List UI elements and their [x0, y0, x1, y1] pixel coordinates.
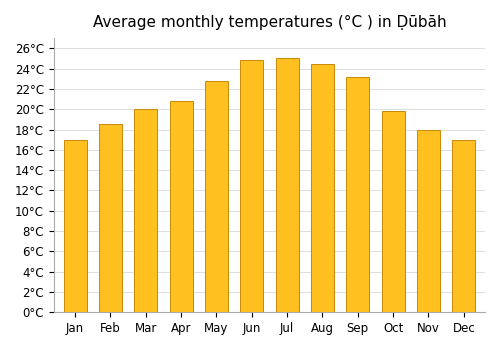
Bar [311, 63, 334, 312]
Bar [384, 202, 403, 312]
Bar [278, 173, 297, 312]
Bar [452, 140, 475, 312]
Bar [312, 175, 332, 312]
Bar [346, 77, 370, 312]
Bar [454, 217, 473, 312]
Bar [242, 174, 262, 312]
Bar [382, 111, 404, 312]
Bar [418, 212, 438, 312]
Bar [136, 201, 156, 312]
Bar [205, 81, 228, 312]
Bar [64, 140, 86, 312]
Bar [276, 58, 298, 312]
Bar [66, 217, 85, 312]
Title: Average monthly temperatures (°C ) in Ḍūbāh: Average monthly temperatures (°C ) in Ḍū… [92, 15, 446, 30]
Bar [417, 130, 440, 312]
Bar [170, 101, 192, 312]
Bar [99, 125, 122, 312]
Bar [100, 209, 120, 312]
Bar [134, 109, 157, 312]
Bar [172, 196, 191, 312]
Bar [348, 183, 368, 312]
Bar [206, 185, 226, 312]
Bar [240, 61, 263, 312]
